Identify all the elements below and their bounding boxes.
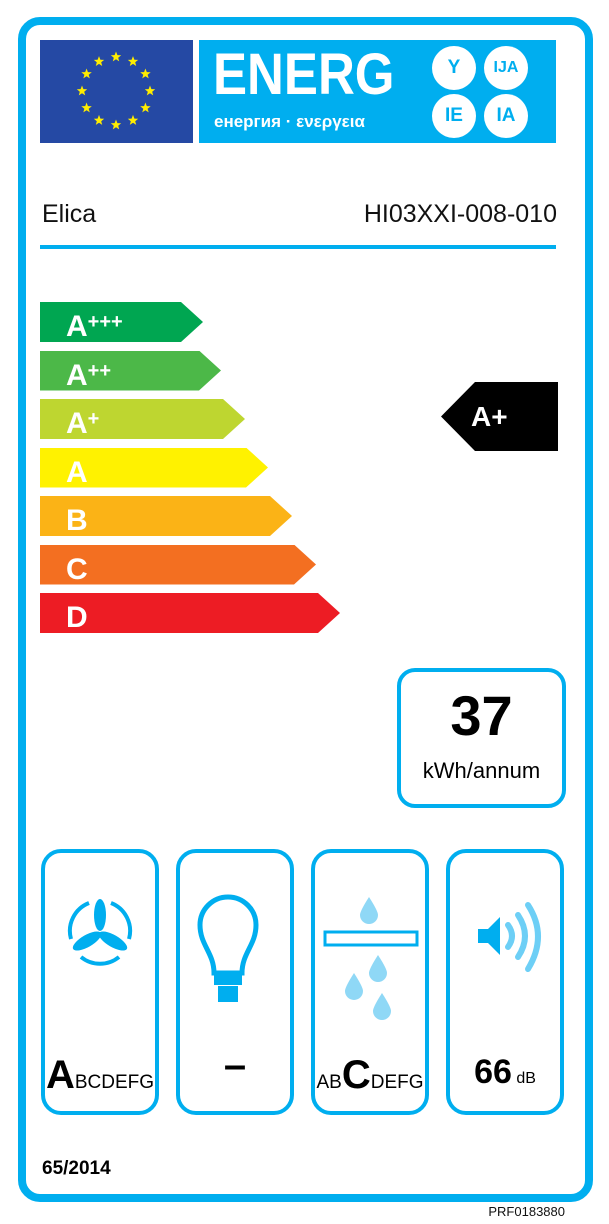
lang-badge: IE — [432, 94, 476, 138]
grease-filter-class: ABCDEFG — [316, 1053, 424, 1097]
energy-class-letter: C — [66, 552, 88, 586]
energy-class-letter: A — [66, 358, 88, 392]
header-title: ENERG — [213, 42, 395, 107]
fan-icon — [67, 899, 133, 966]
energy-class-letter: D — [66, 601, 88, 634]
star-icon — [110, 51, 122, 62]
model-identifier: HI03XXI-008-010 — [363, 200, 557, 228]
energy-class-letter: A — [66, 310, 88, 343]
divider — [40, 245, 556, 249]
energy-class-plus: +++ — [87, 311, 123, 333]
star-icon — [93, 114, 105, 125]
lang-badge: Y — [432, 46, 476, 90]
star-icon — [110, 119, 122, 130]
star-icon — [140, 102, 151, 113]
supplier-name: Elica — [42, 200, 97, 228]
energy-class-letter: A — [66, 455, 88, 489]
fluid-dynamic-class: ABCDEFG — [45, 1053, 155, 1097]
star-icon — [127, 56, 139, 66]
consumption-box: 37 kWh/annum — [397, 668, 566, 808]
lighting-class: – — [223, 1043, 247, 1087]
energy-class-plus: ++ — [87, 359, 112, 382]
lighting-box: – — [176, 849, 294, 1115]
energy-class-bar: C — [40, 545, 316, 585]
star-icon — [81, 102, 92, 113]
star-icon — [81, 68, 92, 79]
consumption-value: 37 — [450, 684, 513, 747]
grease-filter-icon — [323, 897, 419, 1020]
energy-class-bar: A+++ — [40, 302, 203, 342]
reference-code: PRF0183880 — [488, 1204, 565, 1219]
star-icon — [93, 56, 105, 66]
energy-class-bar: A — [40, 448, 268, 488]
star-icon — [127, 114, 139, 125]
fluid-dynamic-box: ABCDEFG — [41, 849, 159, 1115]
energy-class-letter: A — [66, 407, 88, 440]
energy-class-bar: A+ — [40, 399, 245, 439]
noise-box: 66 dB — [446, 849, 564, 1115]
regulation-number: 65/2014 — [42, 1158, 111, 1179]
label-frame — [18, 17, 593, 1202]
lang-badge: IA — [484, 94, 528, 138]
energy-class-letter: B — [66, 504, 88, 537]
energy-class-bar: A++ — [40, 351, 221, 391]
star-icon — [140, 68, 151, 79]
star-icon — [144, 85, 156, 96]
consumption-unit: kWh/annum — [422, 758, 541, 783]
eu-flag-icon — [40, 40, 193, 143]
lang-badge: IJA — [484, 46, 528, 90]
header-subtitle: енергия · ενεργεια — [214, 112, 365, 131]
energy-class-bar: D — [40, 593, 340, 633]
light-bulb-icon — [197, 894, 259, 1002]
noise-level: 66 dB — [474, 1053, 536, 1091]
energy-class-bar: B — [40, 496, 292, 536]
speaker-icon — [478, 902, 541, 972]
star-icon — [76, 85, 88, 96]
grease-filter-box: ABCDEFG — [311, 849, 429, 1115]
energy-class-plus: + — [87, 408, 100, 430]
energy-header: ENERG енергия · ενεργεια Y IJA IE IA — [199, 40, 556, 143]
